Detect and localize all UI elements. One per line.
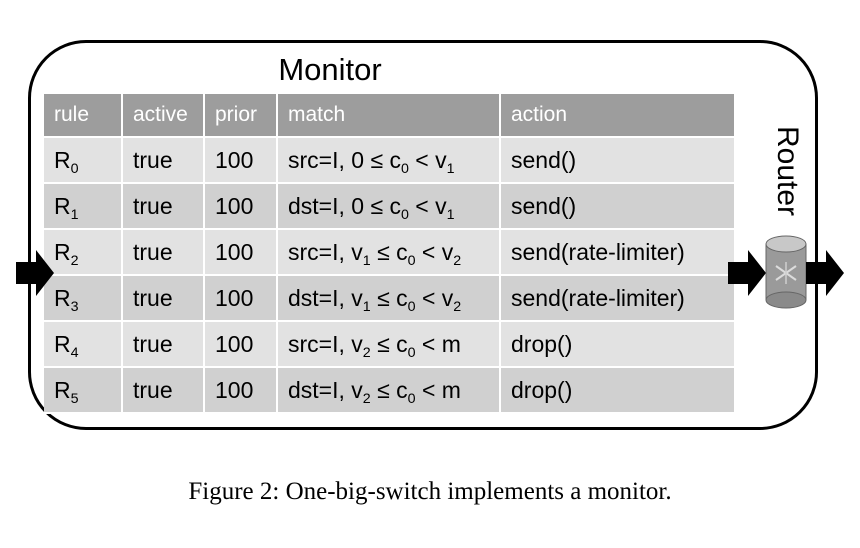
match-text: dst=I, v	[288, 284, 363, 311]
match-text: ≤ c	[370, 284, 408, 311]
match-subscript: 0	[407, 390, 416, 407]
match-text: ≤ c	[370, 376, 408, 403]
match-text: < v	[408, 146, 447, 173]
table-row: R3 true 100 dst=I, v1 ≤ c0 < v2 send(rat…	[44, 275, 734, 322]
active-cell: true	[122, 137, 205, 184]
action-cell: send()	[500, 183, 734, 230]
match-text: < m	[415, 376, 461, 403]
rule-name: R	[54, 284, 71, 311]
match-subscript: 0	[407, 298, 416, 315]
match-text: < m	[415, 330, 461, 357]
action-cell: send()	[500, 137, 734, 184]
table-header-row: rule active prior match action	[44, 94, 734, 138]
action-cell: drop()	[500, 367, 734, 414]
active-cell: true	[122, 367, 205, 414]
match-subscript: 1	[446, 206, 455, 223]
match-subscript: 1	[362, 252, 371, 269]
col-header-match: match	[277, 94, 501, 138]
active-cell: true	[122, 183, 205, 230]
rule-subscript: 0	[70, 160, 79, 177]
action-cell: drop()	[500, 321, 734, 368]
match-subscript: 0	[407, 252, 416, 269]
match-cell: src=I, v1 ≤ c0 < v2	[277, 229, 501, 276]
rule-cell: R3	[44, 275, 123, 322]
active-cell: true	[122, 321, 205, 368]
match-text: < v	[408, 192, 447, 219]
rule-name: R	[54, 146, 71, 173]
rule-name: R	[54, 330, 71, 357]
router-label: Router	[771, 126, 804, 217]
match-text: dst=I, v	[288, 376, 363, 403]
match-cell: dst=I, v2 ≤ c0 < m	[277, 367, 501, 414]
action-cell: send(rate-limiter)	[500, 275, 734, 322]
match-subscript: 2	[453, 298, 462, 315]
rule-cell: R0	[44, 137, 123, 184]
action-cell: send(rate-limiter)	[500, 229, 734, 276]
rule-subscript: 2	[70, 252, 79, 269]
match-cell: dst=I, 0 ≤ c0 < v1	[277, 183, 501, 230]
match-subscript: 0	[400, 160, 409, 177]
rule-name: R	[54, 238, 71, 265]
rule-cell: R5	[44, 367, 123, 414]
match-subscript: 0	[407, 344, 416, 361]
table-row: R0 true 100 src=I, 0 ≤ c0 < v1 send()	[44, 137, 734, 184]
input-arrow-icon	[16, 250, 54, 296]
match-cell: src=I, v2 ≤ c0 < m	[277, 321, 501, 368]
router-input-arrow-icon	[728, 250, 766, 296]
col-header-prior: prior	[204, 94, 278, 138]
match-subscript: 2	[362, 390, 371, 407]
rule-cell: R4	[44, 321, 123, 368]
match-text: ≤ c	[370, 330, 408, 357]
table-row: R5 true 100 dst=I, v2 ≤ c0 < m drop()	[44, 367, 734, 414]
prior-cell: 100	[204, 229, 278, 276]
prior-cell: 100	[204, 321, 278, 368]
router-icon	[765, 235, 807, 309]
prior-cell: 100	[204, 275, 278, 322]
col-header-rule: rule	[44, 94, 123, 138]
rules-table: rule active prior match action R0 true 1…	[44, 94, 734, 414]
monitor-title: Monitor	[278, 52, 382, 87]
table-row: R2 true 100 src=I, v1 ≤ c0 < v2 send(rat…	[44, 229, 734, 276]
output-arrow-icon	[806, 250, 844, 296]
match-subscript: 2	[453, 252, 462, 269]
table-row: R1 true 100 dst=I, 0 ≤ c0 < v1 send()	[44, 183, 734, 230]
match-text: src=I, 0 ≤ c	[288, 146, 401, 173]
match-text: ≤ c	[370, 238, 408, 265]
match-text: dst=I, 0 ≤ c	[288, 192, 401, 219]
rule-subscript: 4	[70, 344, 79, 361]
figure-caption: Figure 2: One-big-switch implements a mo…	[188, 478, 672, 505]
rule-name: R	[54, 376, 71, 403]
match-text: < v	[415, 284, 454, 311]
rule-subscript: 1	[70, 206, 79, 223]
match-subscript: 2	[362, 344, 371, 361]
prior-cell: 100	[204, 183, 278, 230]
match-cell: dst=I, v1 ≤ c0 < v2	[277, 275, 501, 322]
prior-cell: 100	[204, 137, 278, 184]
match-subscript: 0	[400, 206, 409, 223]
match-text: src=I, v	[288, 330, 363, 357]
rule-cell: R2	[44, 229, 123, 276]
match-subscript: 1	[446, 160, 455, 177]
match-cell: src=I, 0 ≤ c0 < v1	[277, 137, 501, 184]
col-header-action: action	[500, 94, 734, 138]
rule-name: R	[54, 192, 71, 219]
rule-cell: R1	[44, 183, 123, 230]
active-cell: true	[122, 275, 205, 322]
match-text: < v	[415, 238, 454, 265]
active-cell: true	[122, 229, 205, 276]
match-text: src=I, v	[288, 238, 363, 265]
table-row: R4 true 100 src=I, v2 ≤ c0 < m drop()	[44, 321, 734, 368]
rule-subscript: 5	[70, 390, 79, 407]
rule-subscript: 3	[70, 298, 79, 315]
prior-cell: 100	[204, 367, 278, 414]
match-subscript: 1	[362, 298, 371, 315]
col-header-active: active	[122, 94, 205, 138]
